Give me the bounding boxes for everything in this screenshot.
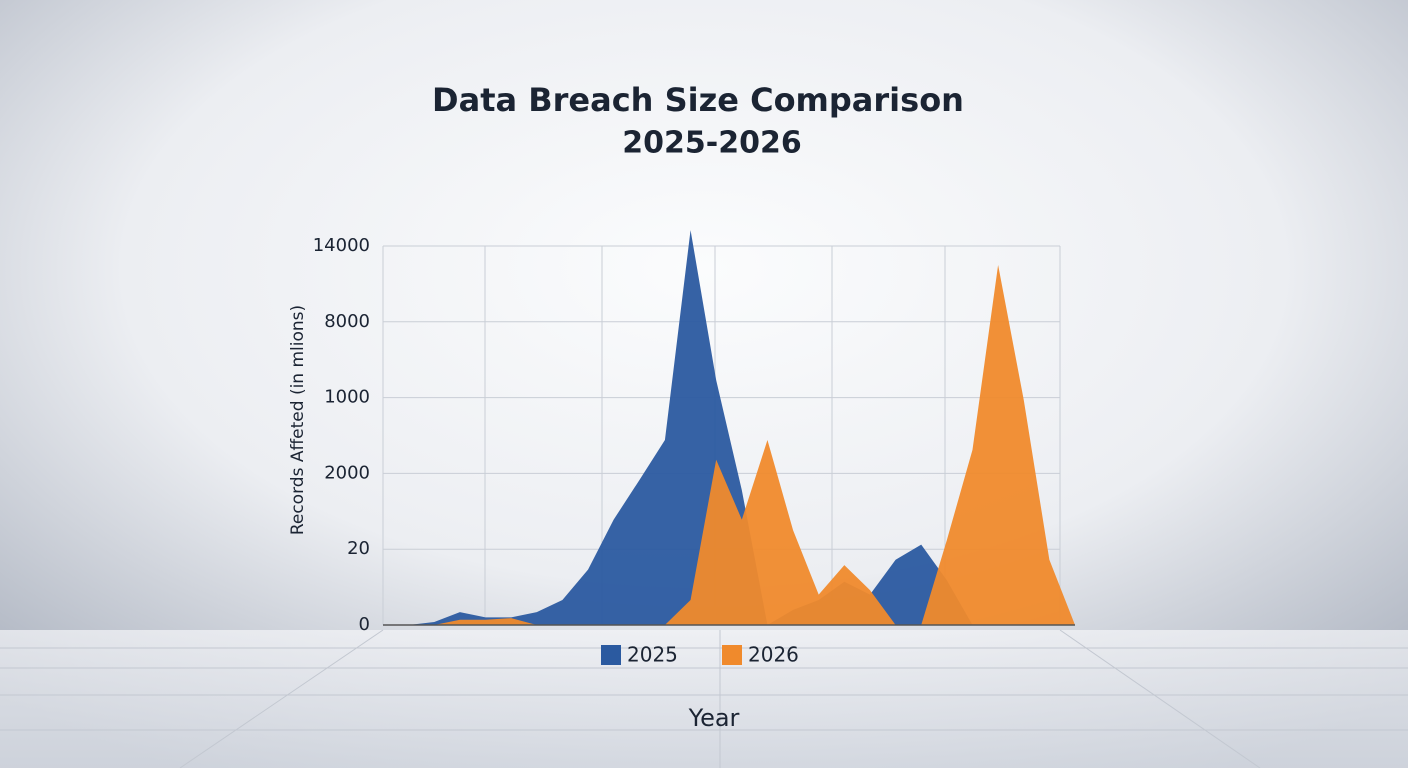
- area: [383, 264, 1075, 625]
- chart-title: Data Breach Size Comparison: [432, 81, 964, 119]
- floor-grid: [0, 629, 1408, 768]
- y-axis-label: Records Affeted (in mlions): [288, 305, 308, 535]
- y-tick-label: 2000: [324, 462, 370, 483]
- x-axis-label: Year: [688, 704, 740, 732]
- y-tick-label: 14000: [313, 235, 370, 256]
- y-tick-label: 1000: [324, 387, 370, 408]
- legend-swatch: [722, 645, 742, 665]
- y-tick-label: 0: [359, 614, 370, 635]
- legend-label: 2026: [748, 643, 799, 667]
- legend-label: 2025: [627, 643, 678, 667]
- y-tick-label: 20: [347, 538, 370, 559]
- y-tick-label: 8000: [324, 311, 370, 332]
- chart-subtitle: 2025-2026: [622, 126, 801, 161]
- legend-swatch: [601, 645, 621, 665]
- floor: [0, 630, 1408, 768]
